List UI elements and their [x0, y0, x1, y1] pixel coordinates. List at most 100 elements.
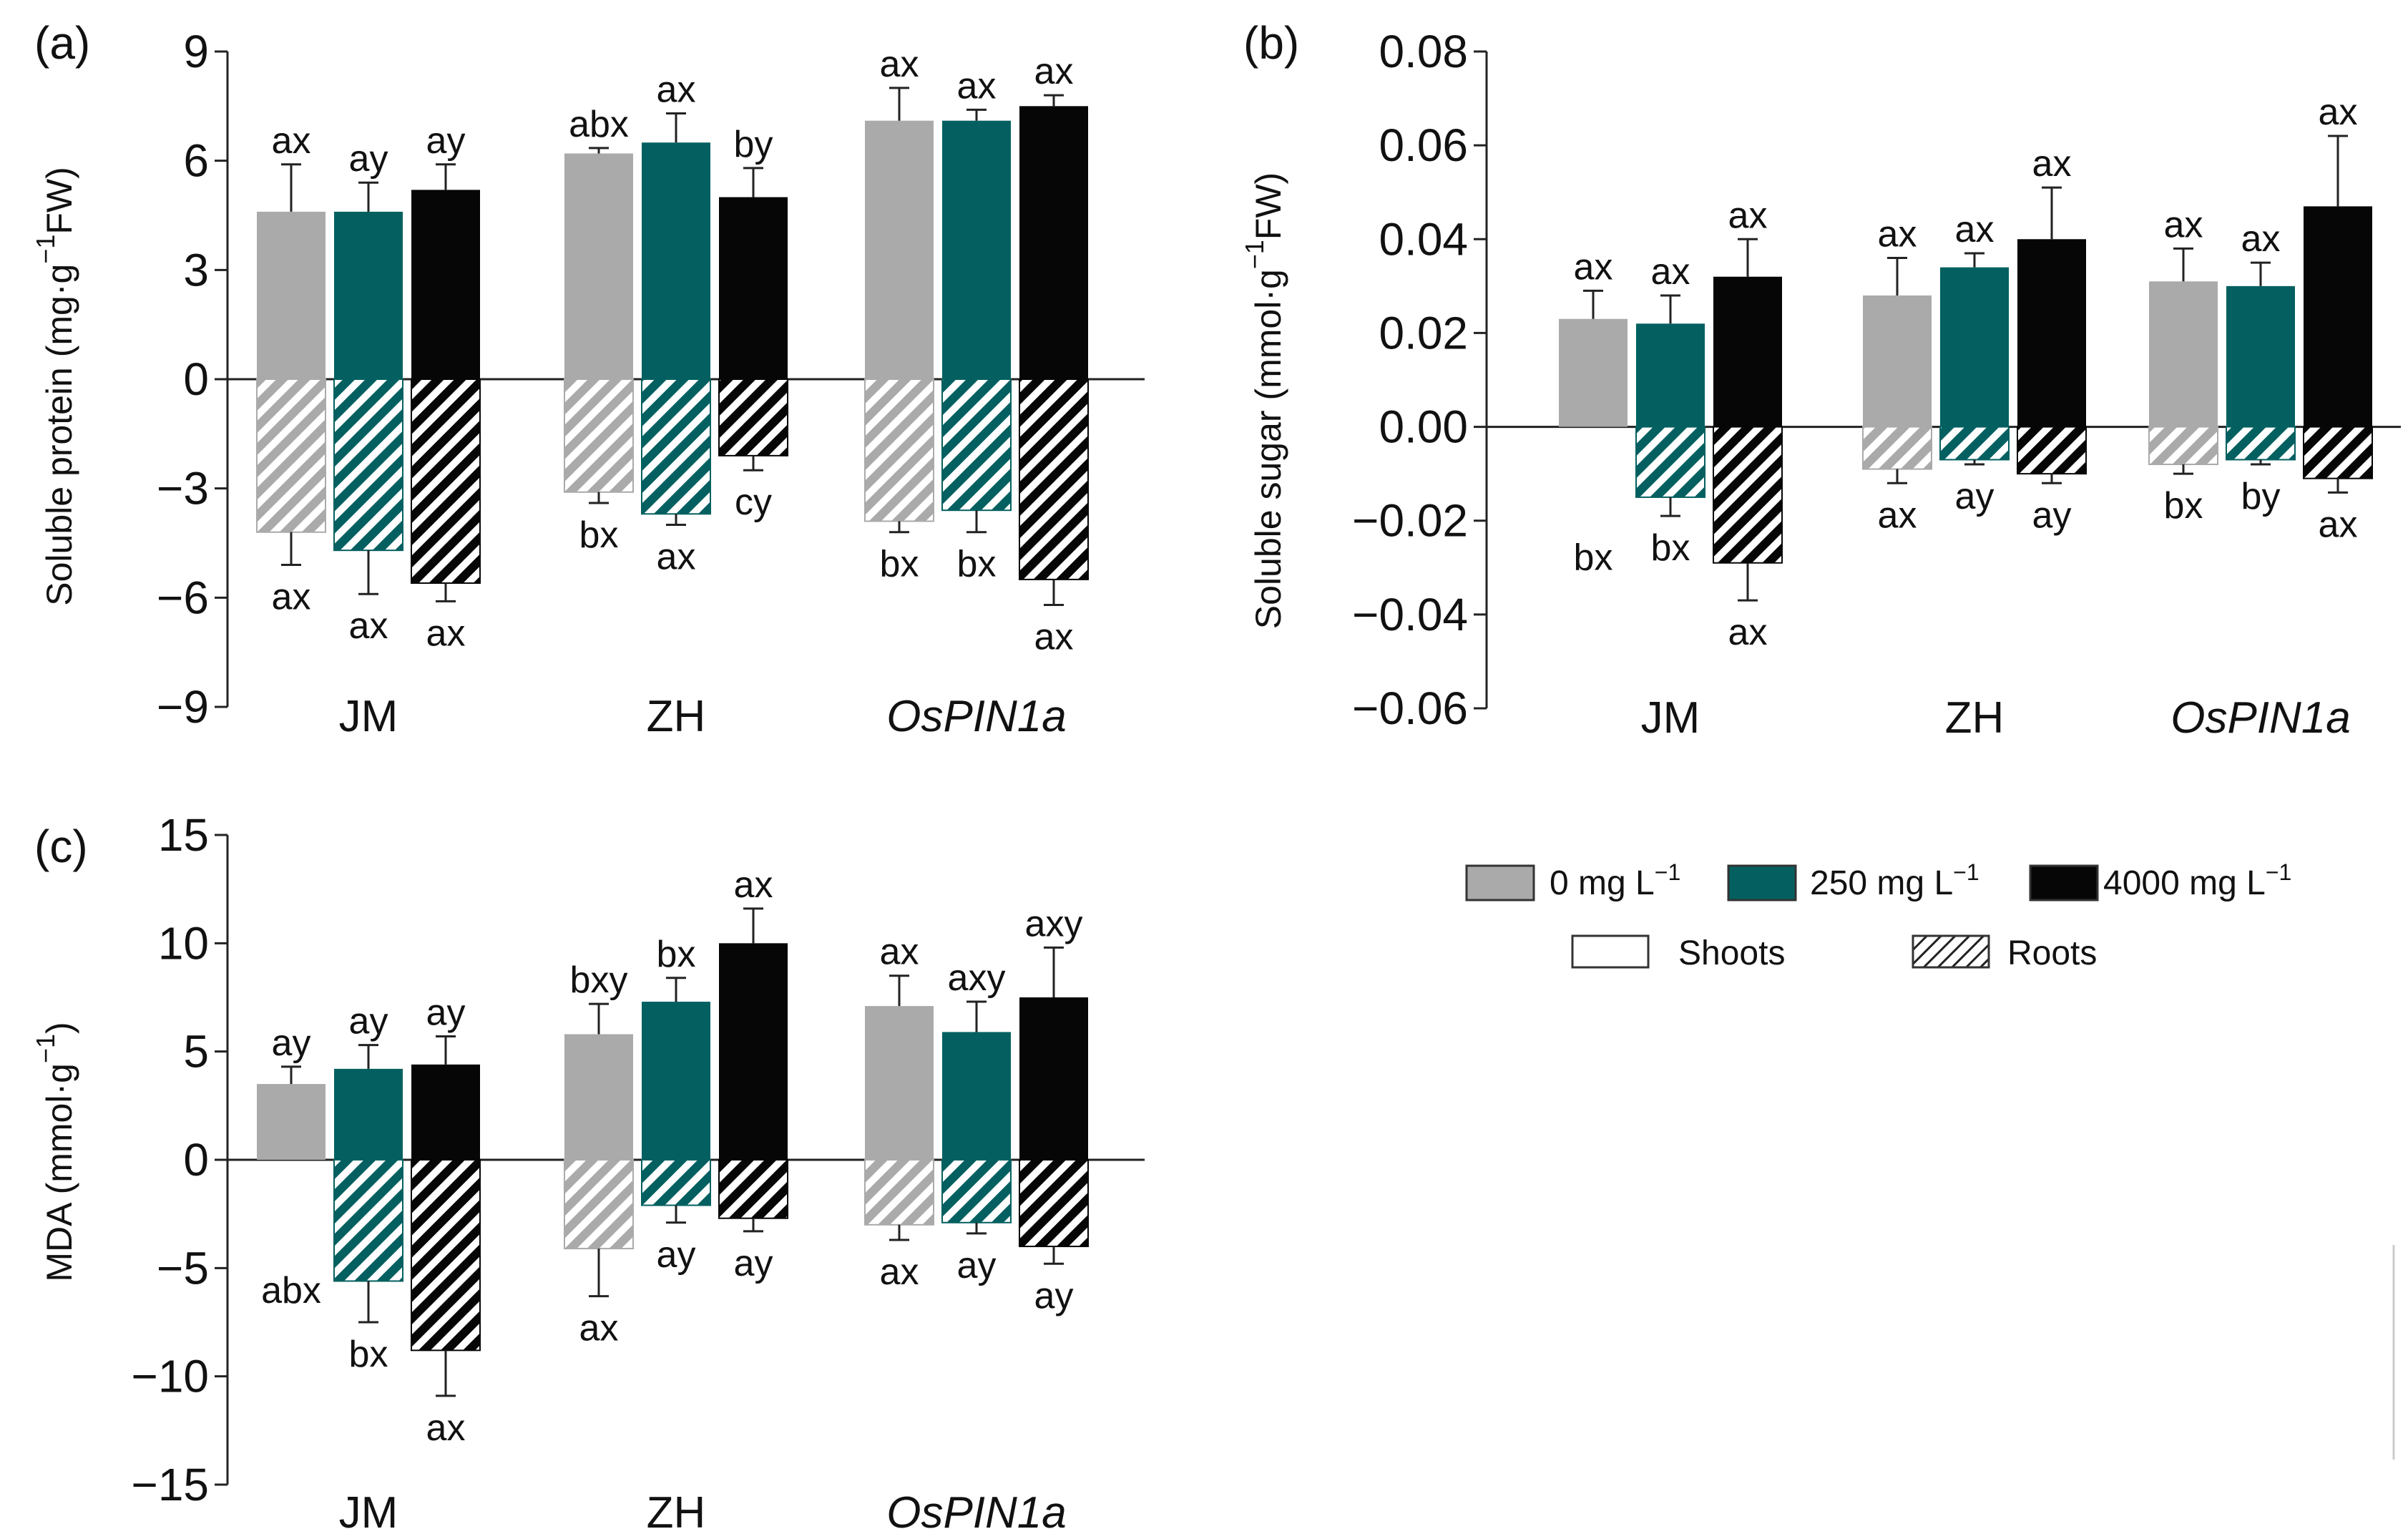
bar-shoots [1559, 318, 1628, 427]
sig-letter-shoots: by [734, 124, 773, 165]
sig-letter-roots: ax [272, 577, 311, 618]
category-label: OsPIN1a [2170, 693, 2351, 743]
bar-shoots [1019, 997, 1088, 1160]
bar-roots [2303, 426, 2373, 479]
sig-letter-shoots: ay [426, 992, 466, 1033]
bar-shoots [1636, 323, 1705, 427]
panel-label-c: (c) [34, 821, 88, 872]
y-tick-label: −9 [157, 681, 209, 733]
y-tick-label: 0.06 [1379, 119, 1468, 171]
bar-shoots [411, 190, 480, 379]
bar-roots [1635, 426, 1705, 498]
bar-roots [864, 378, 934, 522]
bar-shoots [2226, 285, 2295, 427]
y-axis-label-a: Soluble protein (mg·g−1FW) [31, 167, 79, 605]
bar-shoots [1019, 106, 1088, 380]
bar-roots [641, 1159, 711, 1206]
bar-shoots [411, 1064, 480, 1160]
category-label: JM [339, 1488, 398, 1538]
bar-shoots [2017, 239, 2086, 427]
sig-letter-roots: bx [1574, 537, 1613, 579]
sig-letter-roots: bx [349, 1334, 388, 1375]
sig-letter-shoots: ax [2032, 143, 2072, 185]
y-tick-label: −0.04 [1352, 589, 1468, 640]
y-tick-label: −0.06 [1352, 683, 1468, 734]
y-tick-label: 9 [183, 26, 209, 77]
sig-letter-shoots: ax [1728, 195, 1768, 236]
chart-panel-b: 0.08 0.06 0.04 0.02 0.00 −0.02 −0.04 −0.06 ax bx a… [1352, 26, 2401, 743]
y-tick-label: −15 [131, 1459, 209, 1510]
sig-letter-shoots: ax [734, 864, 773, 906]
bar-shoots [1713, 276, 1782, 427]
bar-roots [564, 1159, 634, 1250]
bar-roots [1862, 426, 1932, 470]
panel-label-a: (a) [34, 17, 90, 69]
y-tick-label: 0.02 [1379, 307, 1468, 358]
category-label: JM [1641, 693, 1700, 743]
category-label: ZH [1945, 693, 2005, 743]
sig-letter-shoots: axy [1025, 903, 1083, 944]
bar-roots [718, 378, 788, 456]
sig-letter-roots: ax [657, 537, 696, 578]
y-tick-label: −0.02 [1352, 495, 1468, 547]
y-axis-label-c: MDA (mmol·g−1) [31, 1022, 79, 1281]
bar-shoots [334, 211, 403, 379]
bar-shoots [865, 1006, 934, 1160]
bar-roots [333, 378, 403, 552]
y-tick-label: 3 [183, 244, 209, 295]
bar-shoots [257, 1084, 326, 1160]
y-tick-label: 0.08 [1379, 26, 1468, 77]
sig-letter-shoots: ax [2319, 92, 2358, 133]
bar-shoots [642, 142, 710, 379]
legend-swatch-0 [1465, 864, 1535, 902]
y-tick-label: 0.00 [1379, 401, 1468, 453]
sig-letter-roots: ay [1955, 476, 1995, 517]
sig-letter-shoots: ay [426, 120, 466, 162]
bar-roots [564, 378, 634, 493]
legend-label-0: 0 mg L−1 [1550, 859, 1680, 902]
y-tick-label: 6 [183, 135, 209, 187]
bar-shoots [2304, 206, 2372, 427]
bar-roots [411, 378, 481, 584]
sig-letter-shoots: ax [1574, 246, 1613, 288]
sig-letter-roots: ax [426, 612, 466, 654]
legend: 0 mg L−1 250 mg L−1 4000 mg L−1 Shoots R… [1465, 859, 2291, 972]
chart-panel-c: 151050−5−10−15ayabxbxyaxaxaxaybxbxayaxya… [131, 809, 1145, 1538]
bar-roots [641, 378, 711, 515]
sig-letter-roots: ay [957, 1245, 997, 1286]
legend-label-1: 250 mg L−1 [1810, 859, 1979, 902]
y-tick-label: −5 [157, 1242, 209, 1294]
sig-letter-shoots: abx [569, 104, 629, 145]
y-tick-label: 0.04 [1379, 213, 1468, 265]
sig-letter-roots: ax [1728, 612, 1768, 653]
panel-label-b: (b) [1243, 17, 1299, 69]
bar-roots [718, 1159, 788, 1219]
sig-letter-shoots: ax [1034, 51, 1074, 92]
sig-letter-shoots: bxy [570, 959, 628, 1001]
bar-shoots [719, 943, 788, 1160]
y-tick-label: 10 [158, 917, 209, 969]
legend-label-2: 4000 mg L−1 [2103, 859, 2291, 902]
bar-shoots [719, 197, 788, 379]
legend-shoots-swatch [1571, 934, 1650, 969]
sig-letter-roots: ax [880, 1251, 919, 1293]
y-tick-label: −3 [157, 463, 209, 514]
y-tick-label: −10 [131, 1351, 209, 1402]
category-label: ZH [647, 692, 706, 741]
sig-letter-roots: cy [735, 482, 772, 523]
sig-letter-roots: ay [657, 1234, 696, 1276]
sig-letter-shoots: ay [272, 1022, 311, 1064]
bar-shoots [1940, 267, 2009, 427]
bar-shoots [2149, 281, 2218, 427]
legend-swatch-2 [2029, 864, 2099, 902]
bar-roots [2017, 426, 2087, 475]
sig-letter-roots: by [2241, 476, 2281, 517]
bar-roots [941, 1159, 1012, 1223]
sig-letter-shoots: ax [880, 44, 919, 85]
sig-letter-roots: bx [1651, 527, 1690, 569]
chart-panel-a: 9630−3−6−9axaxabxbxaxbxayaxaxaxaxbxayaxb… [157, 26, 1145, 741]
sig-letter-shoots: ax [957, 65, 997, 107]
legend-roots-label: Roots [2007, 934, 2097, 972]
y-axis-label-b: Soluble sugar (mmol·g−1FW) [1240, 172, 1288, 629]
